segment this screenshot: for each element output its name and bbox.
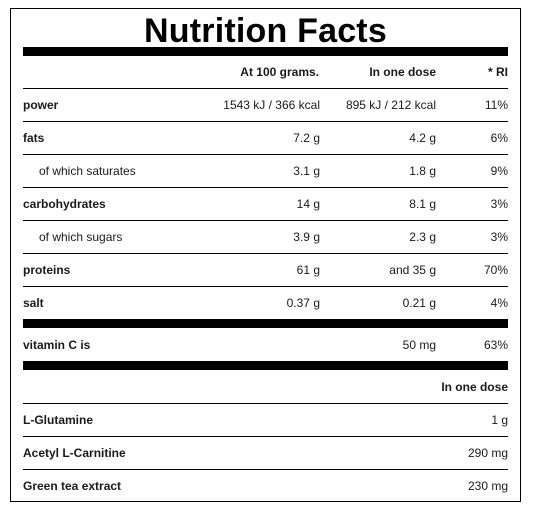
extra-row-acetyl-l-carnitine: Acetyl L-Carnitine 290 mg [23,437,508,470]
nutrient-label: of which sugars [39,230,123,244]
per-100g-value: 14 g [296,197,320,211]
per-dose-value: 2.3 g [409,230,436,244]
nutrient-label: carbohydrates [23,197,106,211]
header-per-100g: At 100 grams. [240,65,319,79]
top-thick-divider [23,47,508,56]
nutrient-row-power: power 1543 kJ / 366 kcal 895 kJ / 212 kc… [23,89,508,122]
per-100g-value: 3.9 g [293,230,320,244]
vitamin-dose-value: 50 mg [402,338,436,352]
nutrient-row-fats: fats 7.2 g 4.2 g 6% [23,122,508,155]
nutrient-label: of which saturates [39,164,136,178]
header-one-dose: In one dose [369,65,436,79]
page-title: Nutrition Facts [144,12,387,50]
thick-divider [23,319,508,328]
ri-value: 70% [483,263,508,277]
extra-dose-value: 230 mg [467,479,508,493]
nutrient-label: power [23,98,59,112]
extra-label: L-Glutamine [23,413,94,427]
extra-row-green-tea-extract: Green tea extract 230 mg [23,470,508,502]
vitamin-ri-value: 63% [483,338,508,352]
per-100g-value: 1543 kJ / 366 kcal [223,98,320,112]
vitamin-row: vitamin C is 50 mg 63% [23,329,508,361]
extra-row-l-glutamine: L-Glutamine 1 g [23,404,508,437]
nutrient-label: fats [23,131,45,145]
ri-value: 11% [484,98,508,112]
nutrition-facts-panel: Nutrition Facts At 100 grams. In one dos… [10,8,521,502]
vitamin-label: vitamin C is [23,338,91,352]
extra-label: Green tea extract [23,479,122,493]
extras-header-one-dose: In one dose [441,380,508,394]
column-header-row: At 100 grams. In one dose * RI [23,56,508,89]
extras-header-row: In one dose [23,371,508,404]
per-100g-value: 61 g [296,263,320,277]
ri-value: 4% [490,296,508,310]
per-dose-value: 895 kJ / 212 kcal [345,98,436,112]
per-100g-value: 0.37 g [286,296,320,310]
ri-value: 6% [490,131,508,145]
per-dose-value: 0.21 g [402,296,436,310]
extra-dose-value: 290 mg [467,446,508,460]
nutrient-row-carbohydrates: carbohydrates 14 g 8.1 g 3% [23,188,508,221]
per-dose-value: 1.8 g [409,164,436,178]
per-dose-value: and 35 g [389,263,436,277]
nutrient-label: salt [23,296,44,310]
per-100g-value: 3.1 g [293,164,320,178]
ri-value: 3% [490,230,508,244]
thick-divider [23,361,508,370]
extra-label: Acetyl L-Carnitine [23,446,126,460]
nutrient-row-proteins: proteins 61 g and 35 g 70% [23,254,508,287]
nutrient-row-sugars: of which sugars 3.9 g 2.3 g 3% [23,221,508,254]
nutrient-row-saturates: of which saturates 3.1 g 1.8 g 9% [23,155,508,188]
per-dose-value: 8.1 g [409,197,436,211]
ri-value: 9% [490,164,508,178]
extra-dose-value: 1 g [491,413,508,427]
nutrient-label: proteins [23,263,71,277]
ri-value: 3% [490,197,508,211]
per-100g-value: 7.2 g [293,131,320,145]
per-dose-value: 4.2 g [409,131,436,145]
nutrient-row-salt: salt 0.37 g 0.21 g 4% [23,287,508,319]
header-ri: * RI [487,65,508,79]
